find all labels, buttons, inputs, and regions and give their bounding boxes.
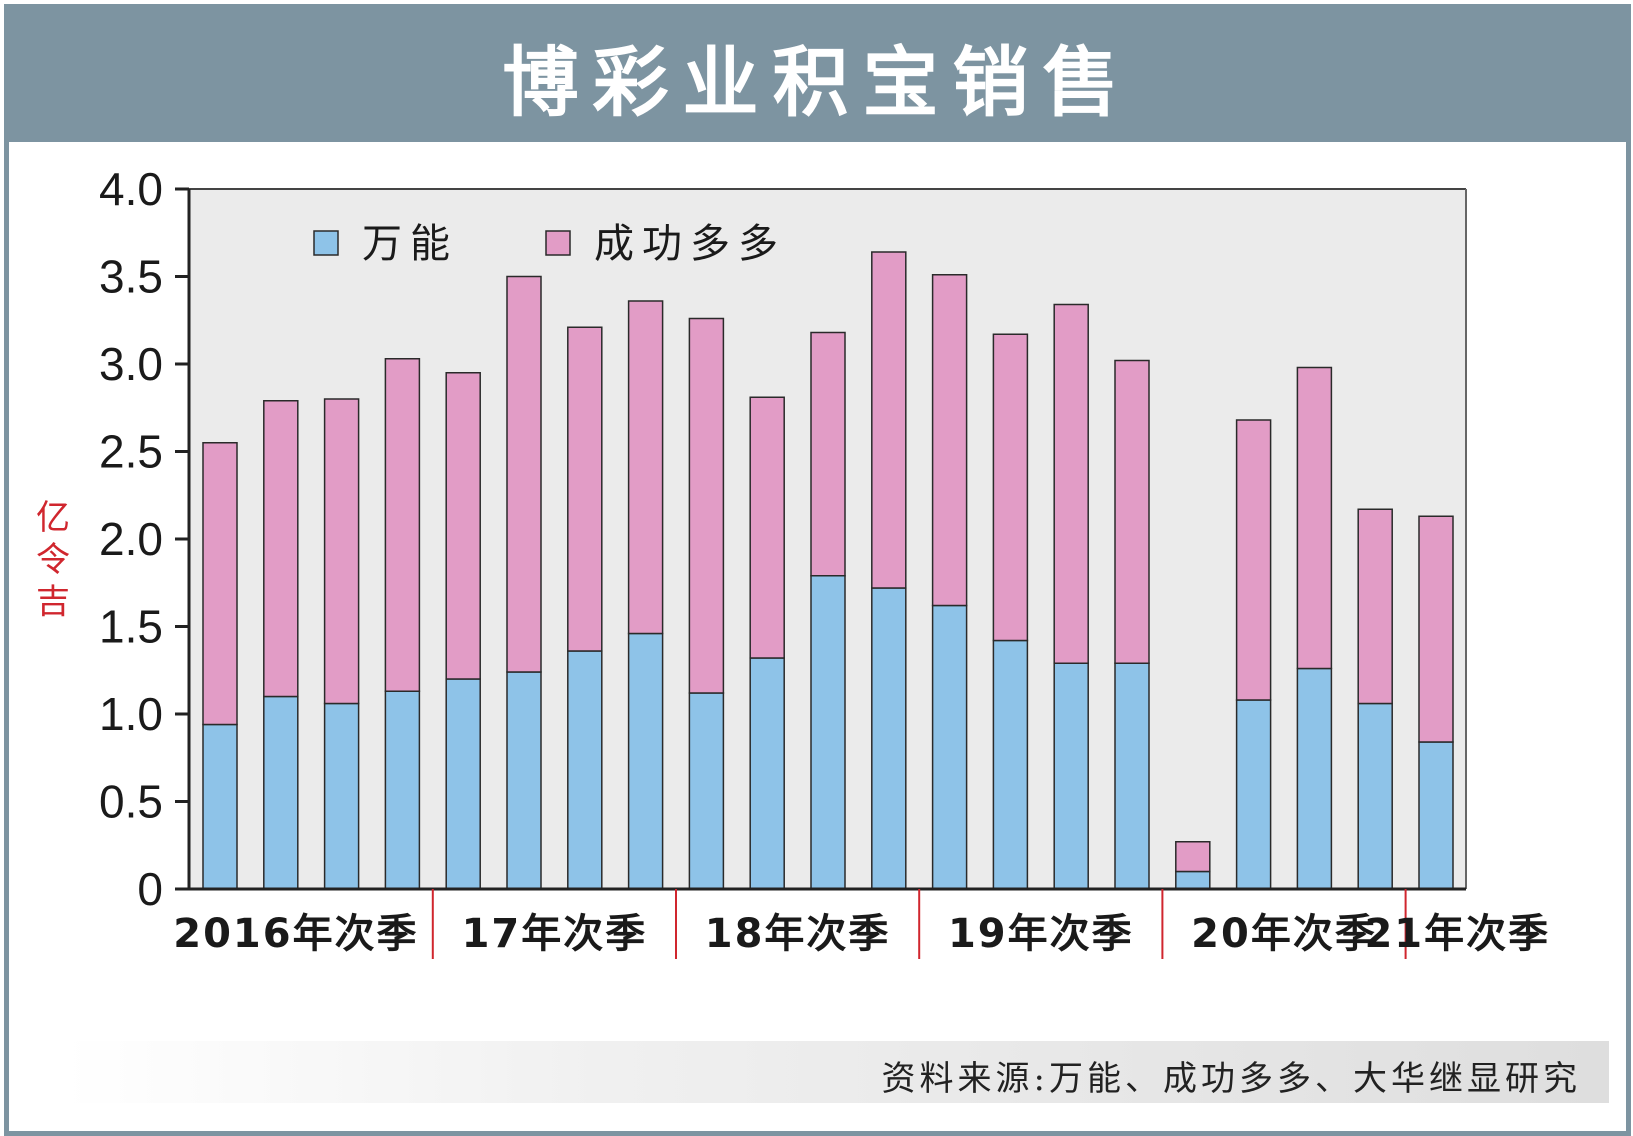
group-label: 2016年次季 (173, 911, 418, 957)
bar-magnum (1357, 702, 1393, 890)
y-tick-label: 3.0 (99, 338, 163, 390)
group-label: 21年次季 (1364, 911, 1550, 957)
bar-magnum (688, 692, 725, 890)
bar-magnum (1175, 870, 1211, 890)
bar-toto (992, 333, 1029, 642)
bar-toto (810, 331, 846, 577)
group-label: 19年次季 (948, 911, 1134, 957)
bar-toto (384, 358, 421, 692)
legend-swatch-magnum (313, 230, 339, 256)
bar-magnum (810, 575, 846, 890)
bar-magnum (1296, 667, 1333, 890)
bar-toto (1114, 359, 1150, 664)
legend-swatch-toto (545, 230, 571, 256)
group-label: 18年次季 (705, 911, 891, 957)
bar-toto (567, 326, 603, 652)
y-tick-label: 0 (137, 863, 163, 915)
group-label: 17年次季 (462, 911, 648, 957)
bar-magnum (992, 639, 1029, 890)
bar-toto (202, 442, 238, 726)
y-tick-label: 1.0 (99, 688, 163, 740)
y-tick-label: 3.5 (99, 251, 163, 303)
y-axis-label: 亿令吉 (36, 498, 70, 622)
bar-magnum (1053, 662, 1089, 890)
bar-toto (1357, 508, 1393, 705)
bar-magnum (567, 650, 603, 890)
bar-magnum (506, 671, 542, 890)
legend-label-toto: 成功多多 (594, 221, 786, 267)
bar-toto (749, 396, 785, 659)
stacked-bar-chart: 0 0.5 1.0 1.5 2.0 2.5 3.0 3.5 4.0 2016年次季 17年次季 18年… (99, 163, 1550, 959)
y-tick-label: 1.5 (99, 601, 163, 653)
bar-magnum (931, 604, 968, 890)
bar-toto (506, 275, 542, 673)
bar-magnum (749, 657, 785, 890)
bar-magnum (445, 678, 481, 890)
y-tick-label: 2.0 (99, 513, 163, 565)
chart-frame: 博彩业积宝销售 0 0.5 1.0 1.5 2.0 2.5 3.0 3.5 4.0 2016年次季… (4, 4, 1631, 1136)
chart-title: 博彩业积宝销售 (502, 37, 1133, 127)
bar-toto (445, 372, 481, 680)
y-tick-label: 2.5 (99, 426, 163, 478)
bar-magnum (1235, 699, 1272, 890)
bar-toto (1296, 366, 1333, 670)
bar-toto (263, 400, 299, 698)
legend-label-magnum: 万能 (362, 221, 458, 267)
bar-toto (931, 274, 968, 607)
title-bar: 博彩业积宝销售 (9, 9, 1626, 142)
source-note: 资料来源:万能、成功多多、大华继显研究 (881, 1059, 1581, 1099)
bar-toto (627, 300, 664, 635)
y-tick-label: 0.5 (99, 776, 163, 828)
bar-magnum (1418, 741, 1454, 890)
bar-toto (323, 398, 360, 705)
bar-magnum (627, 632, 664, 890)
y-tick-label: 4.0 (99, 163, 163, 215)
bar-magnum (263, 695, 299, 890)
bar-toto (1235, 419, 1272, 701)
bar-toto (1053, 303, 1089, 664)
bar-toto (871, 251, 907, 589)
bar-magnum (323, 702, 360, 890)
bar-magnum (871, 587, 907, 890)
bar-magnum (202, 723, 238, 890)
source-bar: 资料来源:万能、成功多多、大华继显研究 (64, 1041, 1609, 1103)
bar-toto (1175, 841, 1211, 873)
bar-toto (688, 317, 725, 694)
group-label: 20年次季 (1191, 911, 1377, 957)
bar-magnum (1114, 662, 1150, 890)
bar-toto (1418, 515, 1454, 743)
bar-magnum (384, 690, 421, 890)
